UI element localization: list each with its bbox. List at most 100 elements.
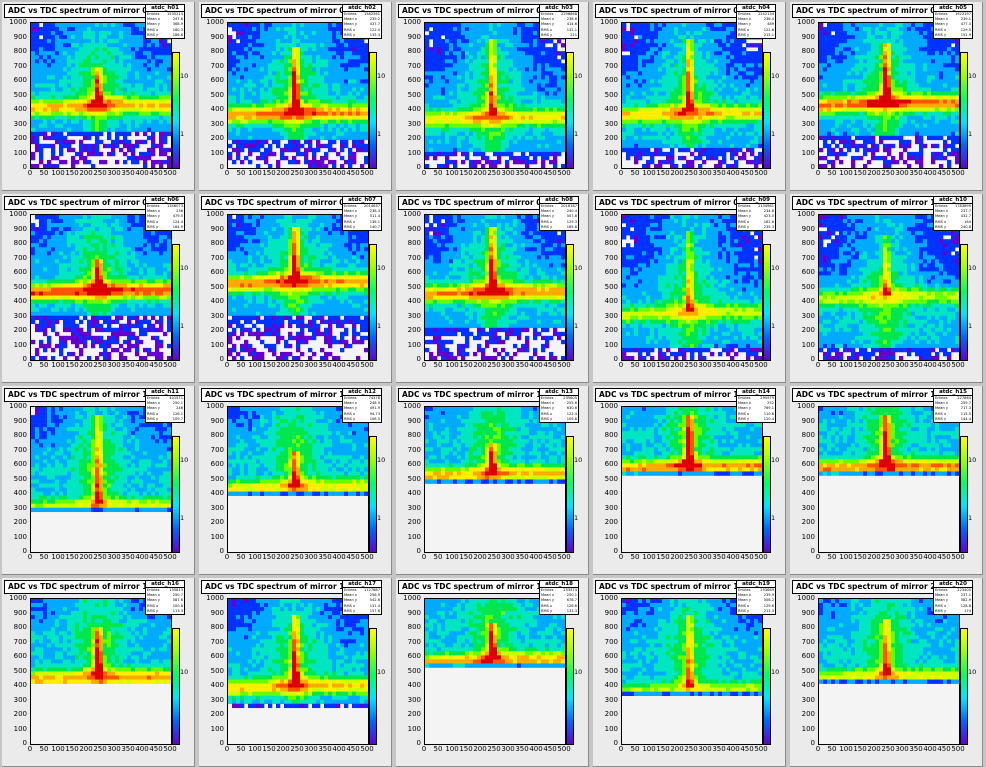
heatmap-cell: [529, 151, 534, 157]
heatmap-cell: [356, 95, 361, 100]
heatmap-cell: [95, 91, 100, 96]
heatmap-cell: [513, 87, 518, 92]
heatmap-cell: [477, 83, 482, 88]
heatmap-cell: [304, 135, 309, 141]
heatmap-cell: [155, 39, 160, 44]
heatmap-cell: [718, 143, 723, 149]
heatmap-cell: [449, 83, 454, 88]
heatmap-cell: [473, 95, 478, 100]
heatmap-cell: [284, 135, 289, 141]
heatmap-cell: [336, 43, 341, 48]
heatmap-cell: [71, 95, 76, 100]
heatmap-cell: [682, 39, 687, 44]
heatmap-cell: [252, 103, 257, 108]
heatmap-cell: [549, 107, 554, 112]
heatmap-cell: [457, 27, 462, 32]
heatmap-cell: [360, 47, 365, 52]
heatmap-cell: [485, 107, 490, 112]
heatmap-cell: [694, 59, 699, 64]
heatmap-cell: [529, 91, 534, 96]
heatmap-cell: [364, 83, 368, 88]
heatmap-cell: [340, 55, 345, 60]
heatmap-cell: [477, 39, 482, 44]
heatmap-cell: [336, 123, 341, 129]
heatmap-cell: [336, 55, 341, 60]
stats-row: RMS y 135.3: [343, 33, 381, 38]
heatmap-cell: [236, 95, 241, 100]
heatmap-cell: [437, 91, 442, 96]
heatmap-cell: [59, 99, 64, 104]
heatmap-cell: [167, 99, 171, 104]
heatmap-cell: [465, 63, 470, 68]
heatmap-cell: [360, 139, 365, 145]
heatmap-cell: [304, 83, 309, 88]
heatmap-cell: [51, 143, 56, 149]
heatmap-cell: [654, 151, 659, 157]
heatmap-cell: [746, 139, 751, 145]
heatmap-cell: [256, 35, 261, 40]
heatmap-cell: [485, 91, 490, 96]
heatmap-cell: [320, 123, 325, 129]
heatmap-cell: [103, 95, 108, 100]
heatmap-cell: [686, 143, 691, 149]
heatmap-cell: [107, 67, 112, 72]
heatmap-cell: [638, 155, 643, 161]
heatmap-cell: [364, 123, 368, 129]
heatmap-cell: [115, 91, 120, 96]
heatmap-cell: [525, 147, 530, 153]
stats-row: RMS y 186.6: [146, 33, 184, 38]
heatmap-cell: [433, 119, 438, 124]
heatmap-cell: [115, 123, 120, 129]
heatmap-cell: [646, 87, 651, 92]
heatmap-cell: [734, 43, 739, 48]
heatmap-cell: [87, 51, 92, 56]
heatmap-cell: [694, 23, 699, 28]
heatmap-cell: [119, 35, 124, 40]
heatmap-cell: [55, 67, 60, 72]
heatmap-cell: [489, 35, 494, 40]
heatmap-cell: [71, 123, 76, 129]
heatmap-cell: [43, 67, 48, 72]
heatmap-cell: [650, 99, 655, 104]
heatmap-cell: [268, 67, 273, 72]
heatmap-cell: [831, 47, 836, 52]
heatmap-cell: [694, 79, 699, 84]
heatmap-cell: [477, 79, 482, 84]
heatmap-cell: [252, 71, 257, 76]
heatmap-cell: [734, 83, 739, 88]
heatmap-cell: [453, 67, 458, 72]
heatmap-cell: [99, 27, 104, 32]
heatmap-cell: [163, 75, 168, 80]
heatmap-cell: [722, 51, 727, 56]
y-tick-label: 300: [407, 119, 421, 128]
heatmap-cell: [304, 99, 309, 104]
heatmap-cell: [43, 95, 48, 100]
heatmap-cell: [557, 143, 562, 149]
heatmap-cell: [276, 95, 281, 100]
heatmap-cell: [823, 143, 828, 149]
heatmap-cell: [320, 159, 325, 165]
heatmap-cell: [622, 147, 627, 153]
heatmap-cell: [626, 39, 631, 44]
heatmap-cell: [698, 107, 703, 112]
heatmap-cell: [525, 143, 530, 149]
heatmap-cell: [517, 39, 522, 44]
heatmap-cell: [453, 79, 458, 84]
heatmap-cell: [521, 39, 526, 44]
heatmap-cell: [131, 75, 136, 80]
heatmap-cell: [248, 51, 253, 56]
heatmap-cell: [513, 83, 518, 88]
heatmap-cell: [561, 95, 565, 100]
heatmap-cell: [505, 79, 510, 84]
heatmap-cell: [437, 23, 442, 28]
x-tick-label: 150: [262, 169, 276, 177]
heatmap-cell: [521, 91, 526, 96]
heatmap-cell: [252, 55, 257, 60]
heatmap-cell: [316, 67, 321, 72]
heatmap-cell: [236, 111, 241, 116]
heatmap-cell: [473, 87, 478, 92]
heatmap-cell: [139, 111, 144, 116]
heatmap-cell: [163, 127, 168, 133]
heatmap-cell: [690, 87, 695, 92]
heatmap-cell: [750, 99, 755, 104]
